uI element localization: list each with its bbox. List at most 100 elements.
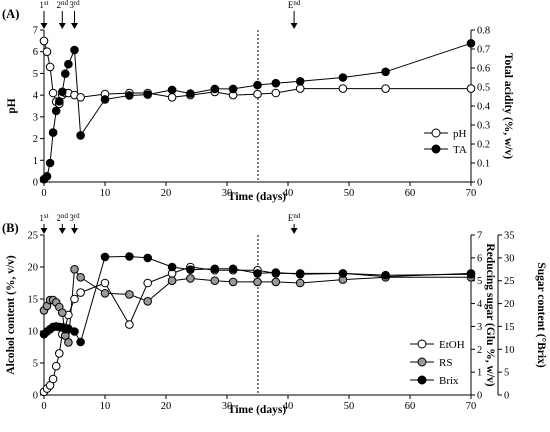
data-point-ta xyxy=(76,131,85,140)
data-point-rs xyxy=(271,277,281,287)
left-tick-label: 0 xyxy=(33,178,38,189)
data-point-ta xyxy=(295,77,305,86)
x-tick-label: 50 xyxy=(344,401,355,412)
data-point-brix xyxy=(70,327,79,336)
feed-marker-sup: nd xyxy=(293,0,301,7)
feed-marker-sup: st xyxy=(44,0,49,7)
data-point-rs xyxy=(295,278,305,288)
feed-marker-sup: rd xyxy=(74,212,80,220)
data-point-ta xyxy=(253,80,262,90)
panel-b-y-label-left: Alcohol content (%, v/v) xyxy=(5,255,17,375)
data-point-brix xyxy=(210,264,220,274)
panel-b-x-ticks: 0 10 20 30 40 50 60 70 xyxy=(41,395,476,412)
data-point-ph xyxy=(381,84,390,93)
x-tick-label: 50 xyxy=(344,188,355,199)
panel-b-y-label-right: Reducing sugar (Glu %, w/v) xyxy=(484,243,496,386)
right-tick-label: 0 xyxy=(477,391,482,402)
data-point-ta xyxy=(48,128,58,137)
data-point-rs xyxy=(64,338,73,347)
feed-marker-arrow xyxy=(290,228,298,234)
panel-a-feed-markers: 1st 2nd 3rd End xyxy=(39,0,301,29)
data-point-ta xyxy=(186,89,195,98)
far-right-tick-label: 35 xyxy=(504,231,515,242)
data-point-ta xyxy=(58,87,67,97)
right-tick-label: 0.8 xyxy=(477,26,490,37)
data-point-brix xyxy=(253,269,262,278)
feed-marker-label: End xyxy=(288,0,301,10)
x-tick-label: 70 xyxy=(466,188,477,199)
feed-marker-base: E xyxy=(288,213,294,223)
far-right-tick-label: 20 xyxy=(504,299,515,310)
panel-a-x-label: Time (days) xyxy=(228,191,286,203)
data-point-ph xyxy=(48,88,58,98)
far-right-tick-label: 30 xyxy=(504,253,515,264)
data-point-rs xyxy=(253,277,262,287)
panel-a-left-ticks: 0 1 2 3 4 5 6 7 xyxy=(33,26,44,189)
data-point-rs xyxy=(125,290,134,299)
legend-ta-marker xyxy=(431,144,441,154)
data-point-ta xyxy=(51,106,61,116)
x-tick-label: 60 xyxy=(405,188,416,199)
legend-brix-marker xyxy=(417,375,427,385)
feed-marker-arrow xyxy=(40,228,48,234)
feed-marker-sup: nd xyxy=(61,0,69,7)
x-tick-label: 10 xyxy=(100,401,111,412)
data-point-etoh xyxy=(100,278,110,288)
data-point-ta xyxy=(61,69,70,78)
data-point-etoh xyxy=(143,278,152,288)
panel-a-legend: pH TA xyxy=(424,128,467,156)
panel-b-feed-markers: 1st 2nd 3rd End xyxy=(39,212,301,234)
data-point-brix xyxy=(466,270,476,279)
panel-a-x-ticks: 0 10 20 30 40 50 60 70 xyxy=(41,182,476,199)
right-tick-label: 0.3 xyxy=(477,121,490,132)
data-point-ta xyxy=(466,39,476,48)
x-tick-label: 30 xyxy=(222,401,233,412)
legend-etoh-label: EtOH xyxy=(439,339,465,351)
data-point-ph xyxy=(466,84,476,93)
right-tick-label: 2 xyxy=(477,345,482,356)
right-tick-label: 0.5 xyxy=(477,83,490,94)
panel-b-legend: EtOH RS Brix xyxy=(410,339,465,387)
data-point-ph xyxy=(253,89,262,99)
feed-marker-arrow xyxy=(58,228,66,234)
panel-b-series xyxy=(39,252,476,397)
legend-ta-label: TA xyxy=(453,144,467,156)
right-tick-label: 0.7 xyxy=(477,45,490,56)
data-point-brix xyxy=(167,262,177,272)
legend-rs-marker xyxy=(417,357,427,367)
right-tick-label: 0.4 xyxy=(477,102,491,113)
x-tick-label: 20 xyxy=(161,401,172,412)
data-point-brix xyxy=(271,268,281,277)
right-tick-label: 4 xyxy=(477,299,483,310)
data-point-etoh xyxy=(125,320,134,329)
data-point-rs xyxy=(143,297,152,306)
data-point-ta xyxy=(125,91,134,100)
data-point-etoh xyxy=(51,361,61,371)
data-point-ta xyxy=(100,95,110,104)
feed-marker-base: 2 xyxy=(57,0,62,10)
panel-a-y-label-right: Total acidity (%, w/v) xyxy=(502,53,514,159)
panel-b-left-ticks: 0 5 10 15 20 25 xyxy=(28,231,44,402)
feed-marker-label: 1st xyxy=(39,212,48,223)
feed-marker-arrow xyxy=(40,23,48,29)
left-tick-label: 2 xyxy=(33,134,38,145)
data-point-etoh xyxy=(70,294,79,304)
left-tick-label: 6 xyxy=(33,47,38,58)
panel-b-label: (B) xyxy=(2,221,19,235)
legend-etoh-marker xyxy=(417,339,427,349)
far-right-tick-label: 0 xyxy=(504,391,509,402)
data-point-rs xyxy=(210,276,220,286)
feed-marker-arrow xyxy=(290,23,298,29)
data-point-ta xyxy=(210,84,220,94)
panel-b-far-right-ticks: 0 5 10 15 20 25 30 35 xyxy=(498,231,515,402)
data-point-rs xyxy=(100,289,110,298)
far-right-tick-label: 5 xyxy=(504,368,509,379)
left-tick-label: 4 xyxy=(33,91,39,102)
data-point-brix xyxy=(76,337,85,347)
feed-marker-arrow xyxy=(71,23,78,29)
data-point-rs xyxy=(186,274,195,283)
data-point-brix xyxy=(125,252,134,261)
